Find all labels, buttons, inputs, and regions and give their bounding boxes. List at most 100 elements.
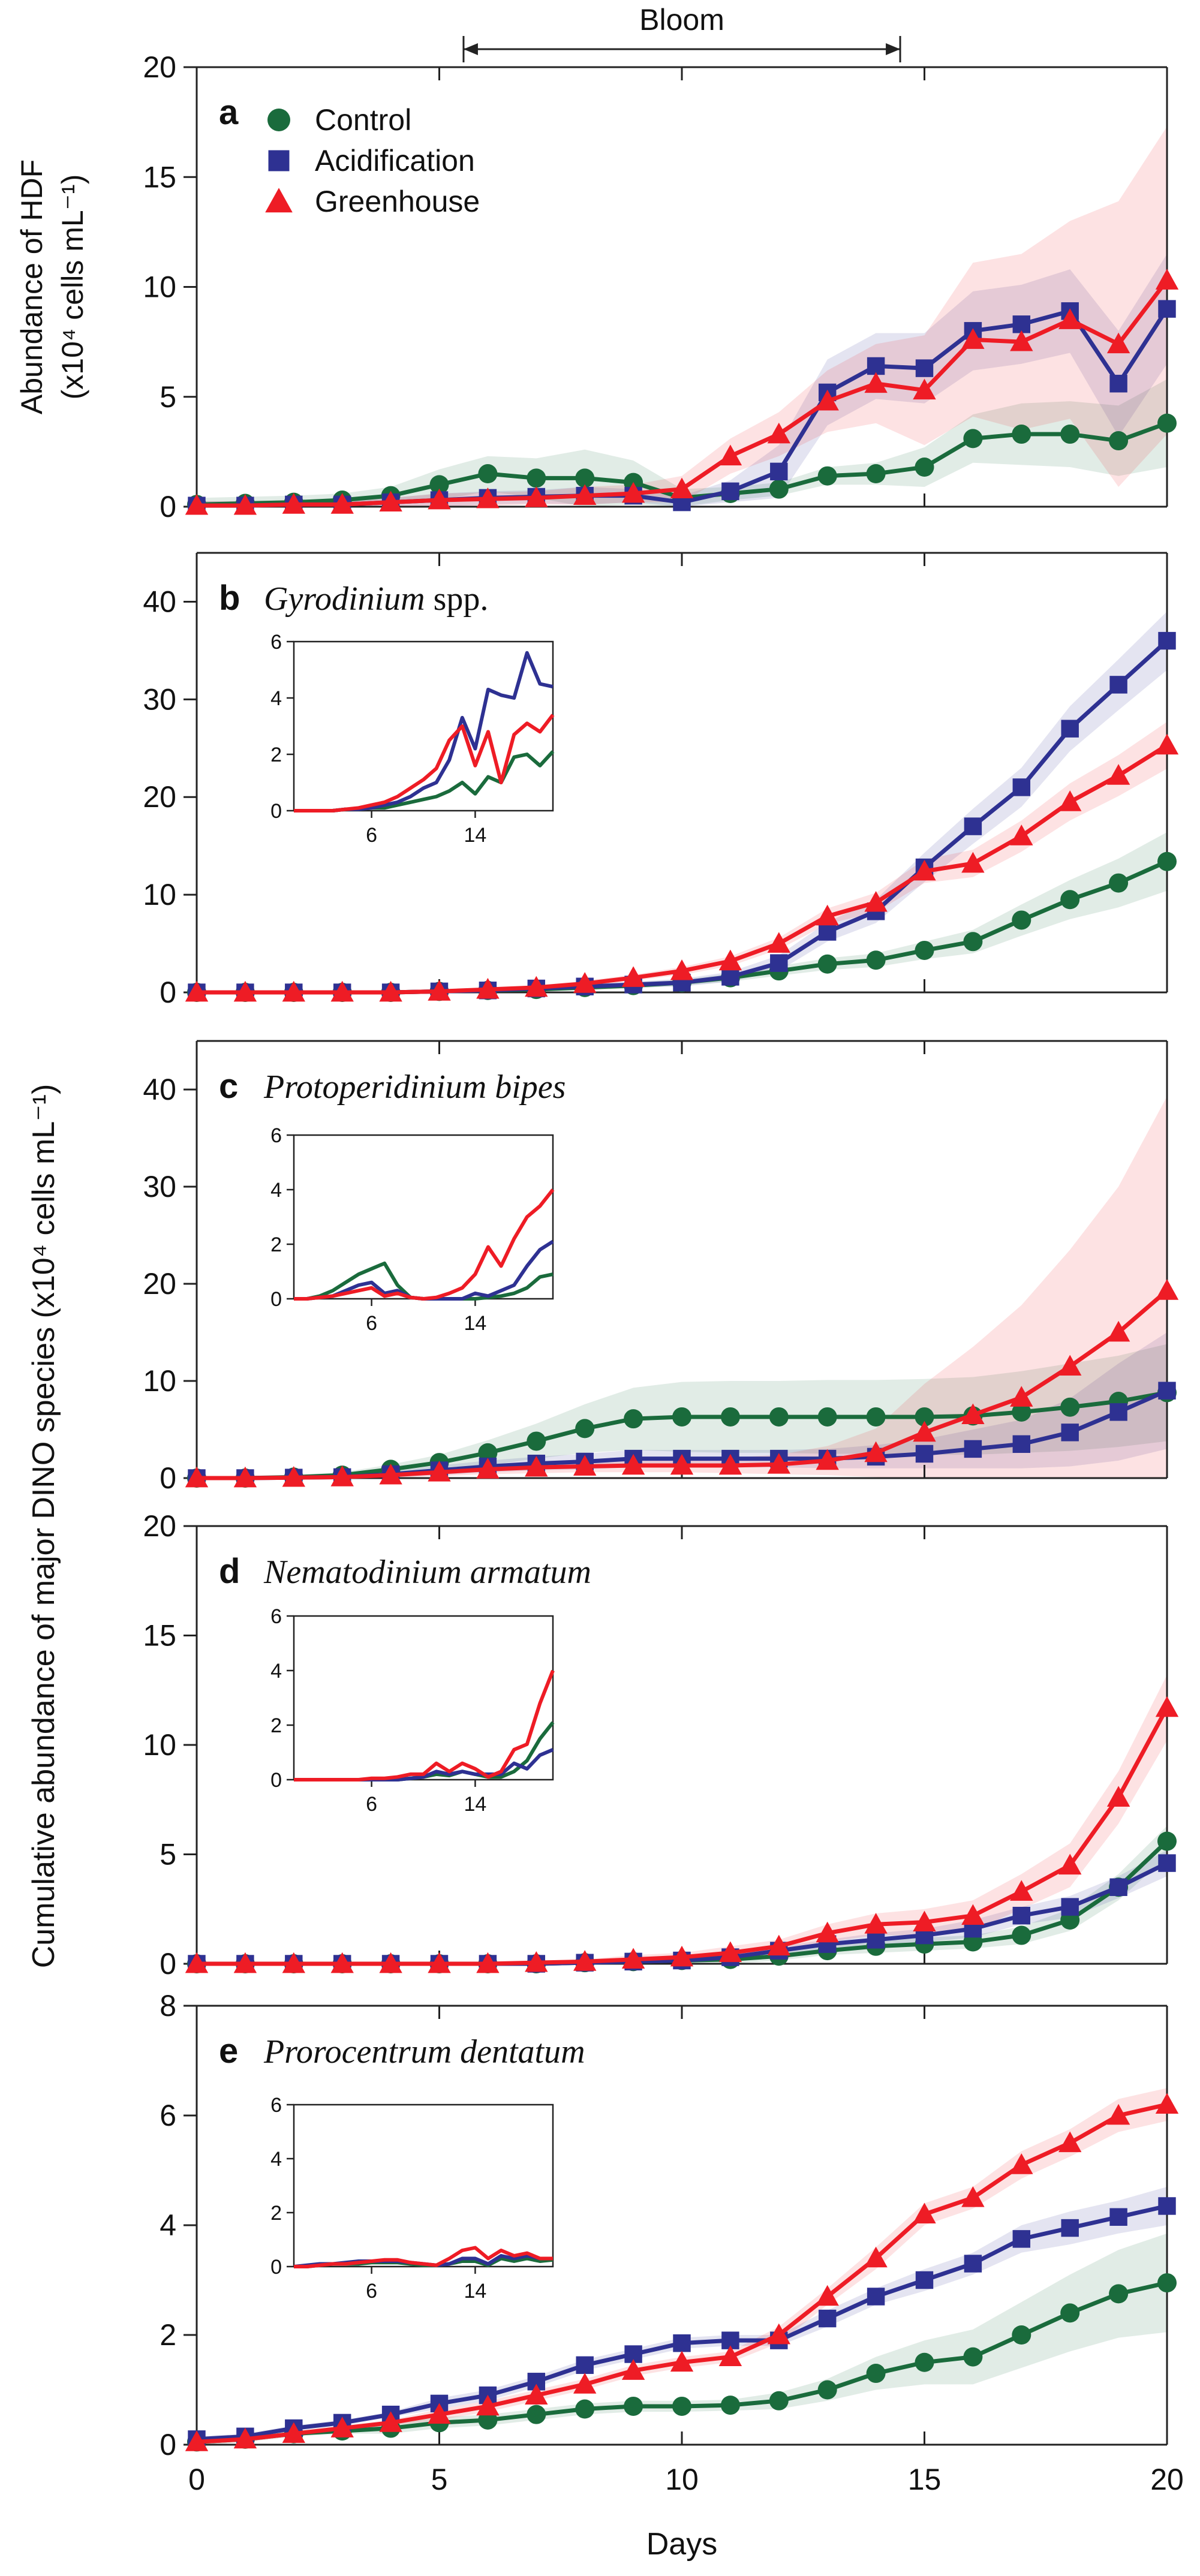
data-point-control (866, 1407, 886, 1427)
data-point-greenhouse (864, 890, 888, 912)
data-point-greenhouse (816, 1921, 839, 1943)
data-point-acidification (964, 2255, 982, 2273)
data-point-acidification (1158, 1382, 1176, 1400)
y-tick-label: 0 (160, 1947, 176, 1981)
data-point-greenhouse (282, 1952, 305, 1973)
data-point-control (817, 954, 837, 974)
data-point-control (1012, 910, 1031, 930)
data-point-greenhouse (233, 980, 257, 1002)
data-point-greenhouse (233, 2427, 257, 2449)
data-point-control (624, 1409, 643, 1429)
data-point-acidification (867, 357, 885, 375)
data-point-control (1012, 425, 1031, 444)
data-point-greenhouse (428, 980, 451, 1001)
data-point-acidification (770, 462, 788, 481)
data-point-greenhouse (379, 2411, 402, 2432)
y-tick-label: 5 (160, 380, 176, 414)
data-point-control (963, 2347, 983, 2367)
data-point-greenhouse (670, 477, 694, 499)
data-point-control (866, 464, 886, 484)
data-point-acidification (818, 923, 837, 941)
data-point-control (769, 2391, 789, 2411)
inset-y-tick-label: 4 (270, 1660, 282, 1683)
y-tick-label: 30 (143, 682, 176, 716)
data-point-greenhouse (1010, 330, 1033, 351)
data-point-acidification (1109, 1878, 1127, 1896)
data-point-control (527, 468, 546, 488)
data-point-control (817, 2380, 837, 2400)
data-point-acidification (1158, 631, 1176, 650)
data-point-greenhouse (379, 1463, 402, 1485)
data-point-greenhouse (233, 1466, 257, 1488)
data-point-control (915, 940, 934, 960)
data-point-greenhouse (428, 488, 451, 510)
y-tick-label: 20 (143, 1267, 176, 1301)
y-tick-label: 40 (143, 1073, 176, 1106)
data-point-greenhouse (767, 2323, 790, 2345)
data-point-control (769, 1407, 789, 1427)
data-point-greenhouse (1106, 764, 1130, 785)
data-point-acidification (1158, 1854, 1176, 1872)
inset-line-greenhouse (294, 1669, 555, 1781)
data-point-acidification (1012, 315, 1031, 333)
x-tick-label: 15 (908, 2463, 942, 2496)
band-greenhouse (197, 126, 1167, 507)
data-point-acidification (915, 1445, 934, 1463)
y-axis-label: Abundance of HDF (15, 160, 49, 414)
data-point-greenhouse (379, 490, 402, 512)
legend-label-control: Control (315, 103, 411, 137)
data-point-greenhouse (621, 482, 645, 503)
data-point-control (672, 1407, 691, 1427)
inset-y-tick-label: 0 (270, 800, 282, 823)
x-tick-label: 10 (665, 2463, 699, 2496)
data-point-greenhouse (185, 1466, 209, 1488)
data-point-control (1012, 1402, 1031, 1422)
inset-y-tick-label: 0 (270, 1769, 282, 1792)
y-tick-label: 10 (143, 1728, 176, 1762)
inset-x-tick-label: 14 (464, 2280, 486, 2303)
data-point-control (1060, 890, 1080, 910)
data-point-control (1109, 873, 1129, 893)
data-point-control (963, 932, 983, 952)
data-point-greenhouse (670, 1945, 694, 1967)
data-point-greenhouse (525, 1455, 548, 1477)
data-point-acidification (867, 1931, 885, 1949)
data-point-greenhouse (476, 2394, 500, 2416)
y-tick-label: 8 (160, 1989, 176, 2023)
data-point-acidification (915, 2271, 934, 2289)
inset-frame (293, 2103, 554, 2268)
data-point-greenhouse (1155, 269, 1179, 290)
data-point-greenhouse (525, 486, 548, 507)
y-tick-label: 40 (143, 585, 176, 618)
inset-y-tick-label: 4 (270, 2148, 282, 2171)
data-point-greenhouse (816, 904, 839, 926)
data-point-acidification (721, 968, 739, 986)
data-point-greenhouse (961, 1403, 985, 1425)
inset-line-greenhouse (294, 714, 555, 812)
y-tick-label: 15 (143, 1619, 176, 1653)
data-point-greenhouse (913, 859, 936, 881)
species-name: Protoperidinium bipes (263, 1069, 566, 1106)
panel-letter: e (219, 2032, 238, 2071)
panel-letter: b (219, 579, 240, 618)
data-point-greenhouse (864, 1441, 888, 1462)
data-point-greenhouse (1058, 1853, 1082, 1875)
data-point-greenhouse (621, 1948, 645, 1969)
data-point-greenhouse (428, 1952, 451, 1973)
data-point-control (817, 466, 837, 486)
data-point-control (1157, 413, 1177, 433)
x-axis-label: Days (646, 2527, 717, 2562)
data-point-greenhouse (816, 1449, 839, 1470)
data-point-greenhouse (913, 1910, 936, 1932)
y-tick-label: 30 (143, 1170, 176, 1203)
data-point-greenhouse (282, 493, 305, 514)
panel-b: 0 10 20 30 40 b Gyrodinium spp. 0 2 4 6 6 14 (143, 552, 1179, 1009)
data-point-greenhouse (913, 378, 936, 400)
data-point-greenhouse (1155, 1279, 1179, 1300)
data-point-greenhouse (185, 2430, 209, 2451)
data-point-greenhouse (718, 2345, 742, 2366)
data-point-greenhouse (476, 487, 500, 508)
data-point-acidification (673, 2334, 691, 2352)
data-point-greenhouse (1106, 1786, 1130, 1807)
